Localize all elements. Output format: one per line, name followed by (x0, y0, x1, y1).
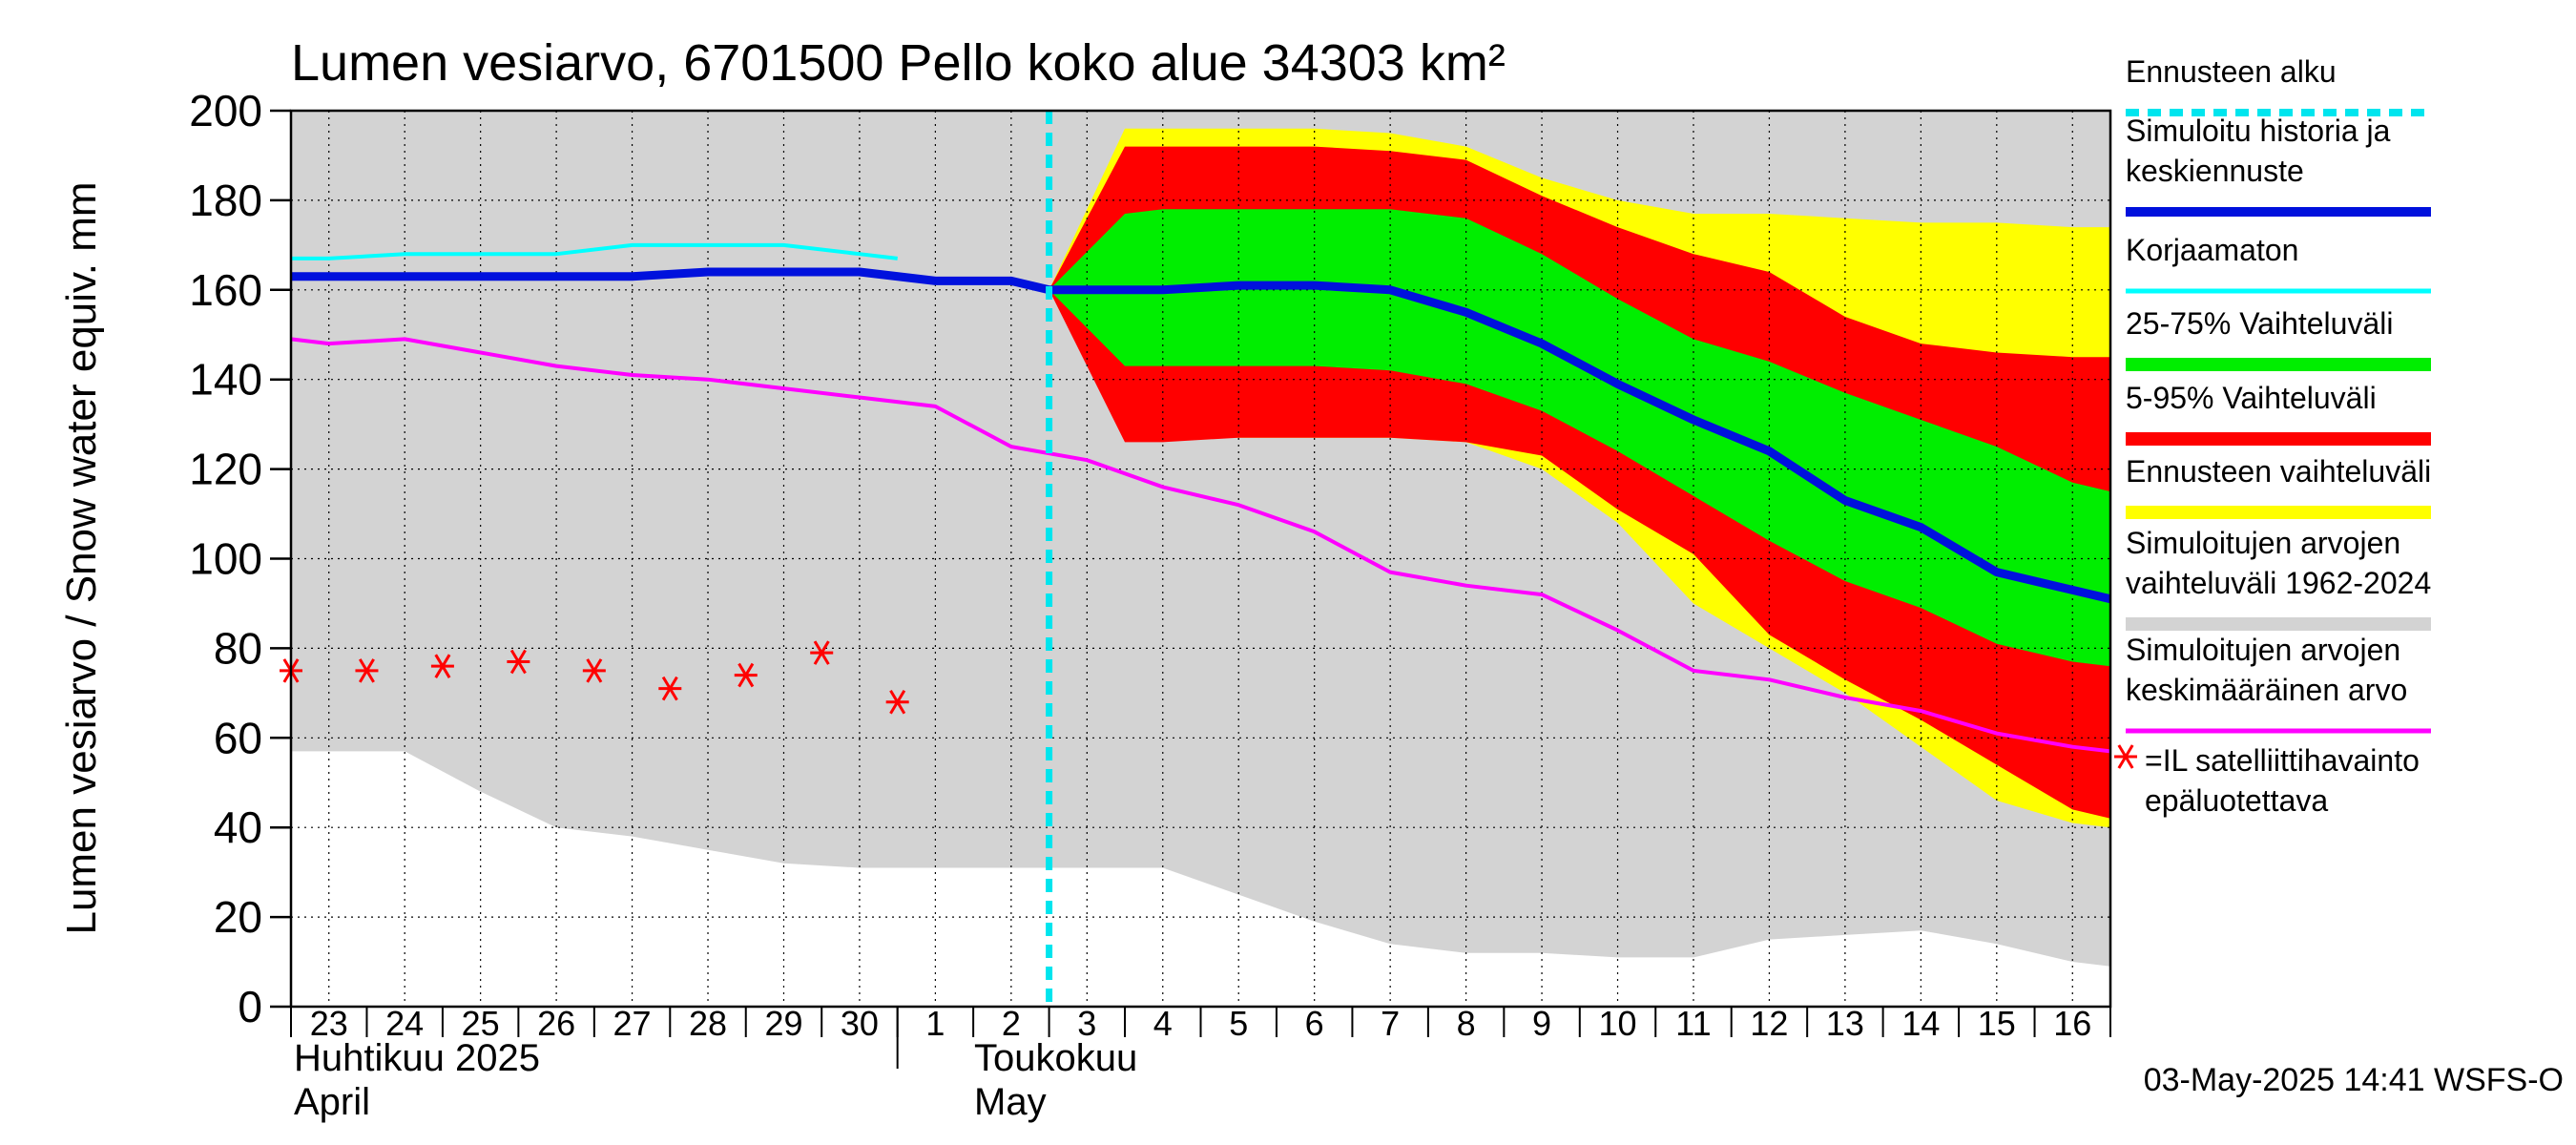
month-label-may-en: May (974, 1081, 1047, 1123)
satellite-obs-marker (658, 676, 682, 701)
y-tick-label: 80 (214, 623, 262, 673)
legend-swatch-obs (2114, 744, 2137, 769)
satellite-obs-marker (734, 662, 758, 688)
legend-text-sim: Simuloitu historia ja (2126, 114, 2391, 148)
satellite-obs-marker (507, 649, 530, 675)
y-tick-label: 160 (189, 265, 262, 315)
y-tick-label: 180 (189, 176, 262, 225)
x-tick-label: 10 (1598, 1004, 1636, 1043)
y-axis-label: Lumen vesiarvo / Snow water equiv. mm (58, 181, 105, 934)
plot-bands (291, 111, 2110, 967)
x-tick-label: 13 (1826, 1004, 1864, 1043)
y-tick-label: 120 (189, 445, 262, 494)
series-simulated-line (291, 267, 2112, 604)
month-label-april-en: April (294, 1081, 370, 1123)
x-tick-label: 5 (1229, 1004, 1248, 1043)
y-axis-ticks: 0 20 40 60 80 100 120 140 160 180 200 (189, 86, 291, 1031)
x-tick-label: 28 (689, 1004, 727, 1043)
legend-text-sim: keskiennuste (2126, 154, 2304, 188)
x-tick-label: 8 (1457, 1004, 1476, 1043)
x-tick-label: 25 (462, 1004, 500, 1043)
legend-text-start: Ennusteen alku (2126, 54, 2337, 89)
y-tick-label: 100 (189, 534, 262, 584)
grid-lines (291, 111, 2110, 1007)
legend-text-obs: =IL satelliittihavainto (2145, 743, 2420, 778)
y-tick-label: 140 (189, 355, 262, 405)
x-tick-label: 14 (1901, 1004, 1940, 1043)
legend-text-p5: 5-95% Vaihteluväli (2126, 381, 2377, 415)
x-tick-label: 11 (1675, 1004, 1711, 1043)
satellite-obs-marker (430, 654, 454, 678)
x-tick-label: 15 (1978, 1004, 2016, 1043)
y-tick-label: 20 (214, 892, 262, 942)
x-tick-label: 9 (1532, 1004, 1551, 1043)
x-tick-label: 23 (310, 1004, 348, 1043)
legend-text-mean: keskimääräinen arvo (2126, 673, 2407, 707)
month-label-april-fi: Huhtikuu 2025 (294, 1037, 540, 1079)
legend-text-raw: Korjaamaton (2126, 233, 2298, 267)
x-tick-label: 7 (1381, 1004, 1400, 1043)
x-tick-label: 1 (925, 1004, 945, 1043)
x-tick-label: 6 (1305, 1004, 1324, 1043)
month-label-may-fi: Toukokuu (974, 1037, 1137, 1079)
x-tick-label: 12 (1750, 1004, 1788, 1043)
x-tick-label: 24 (385, 1004, 424, 1043)
legend-text-fc: Ennusteen vaihteluväli (2126, 454, 2431, 489)
satellite-obs-marker (810, 640, 834, 665)
satellite-obs-marker (582, 658, 606, 683)
x-tick-label: 29 (764, 1004, 802, 1043)
x-tick-label: 3 (1077, 1004, 1096, 1043)
x-tick-label: 16 (2053, 1004, 2091, 1043)
legend-text-mean: Simuloitujen arvojen (2126, 633, 2400, 667)
legend-text-p25: 25-75% Vaihteluväli (2126, 306, 2393, 341)
chart-title: Lumen vesiarvo, 6701500 Pello koko alue … (291, 34, 1506, 92)
y-tick-label: 60 (214, 713, 262, 762)
y-tick-label: 0 (238, 982, 262, 1031)
series-uncorrected-line (291, 242, 898, 260)
x-tick-label: 26 (537, 1004, 575, 1043)
x-tick-label: 2 (1002, 1004, 1021, 1043)
x-tick-label: 30 (841, 1004, 879, 1043)
legend: Ennusteen alku Simuloitu historia ja keski… (2114, 54, 2431, 818)
footer-timestamp: 03-May-2025 14:41 WSFS-O (2144, 1062, 2564, 1098)
legend-text-hist: vaihteluväli 1962-2024 (2126, 566, 2431, 600)
satellite-obs-marker (355, 658, 379, 683)
y-tick-label: 200 (189, 86, 262, 135)
satellite-obs-marker (885, 689, 909, 715)
legend-text-obs: epäluotettava (2145, 783, 2328, 818)
x-axis-ticks: 23 24 25 26 27 28 29 30 1 2 3 4 5 6 7 8 9 10 11 12 13 14 15 16 (290, 1004, 2111, 1069)
series-mean-line (290, 337, 2111, 754)
x-tick-label: 4 (1153, 1004, 1173, 1043)
x-tick-label: 27 (613, 1004, 652, 1043)
y-tick-label: 40 (214, 802, 262, 852)
legend-text-hist: Simuloitujen arvojen (2126, 526, 2400, 560)
